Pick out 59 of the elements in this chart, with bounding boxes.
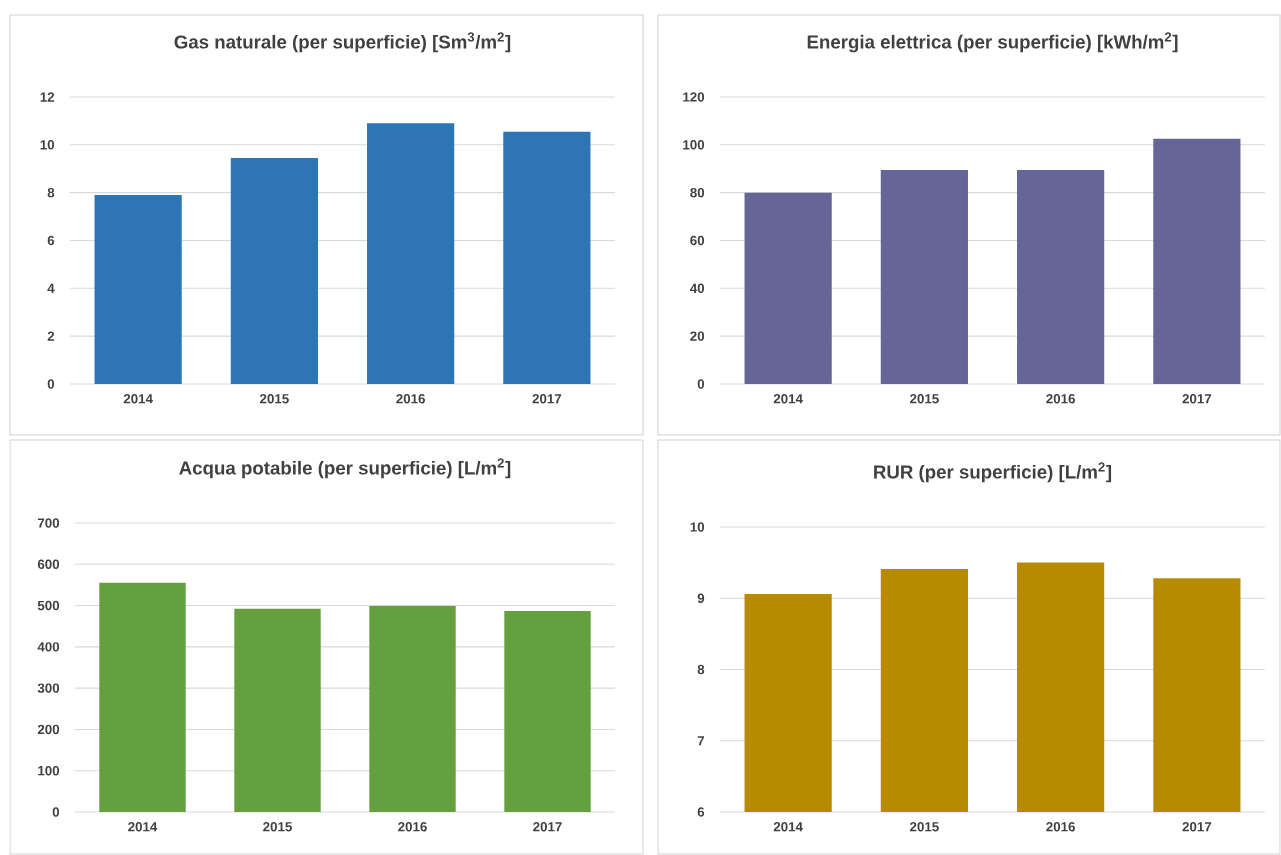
x-tick-label: 2017 [1182, 822, 1212, 832]
y-tick-label: 200 [37, 724, 60, 735]
bar [230, 157, 318, 384]
y-tick-label: 100 [38, 765, 60, 776]
chart-title: Acqua potabile (per superficie) [L/m$^{2}$] [179, 458, 511, 479]
y-tick-label: 120 [683, 92, 705, 102]
chart-title: RUR (per superficie) [L/m$^{2}$] [874, 462, 1112, 483]
x-tick-label: 2015 [910, 394, 939, 404]
x-tick-label: 2014 [128, 822, 158, 832]
y-tick-label: 60 [690, 235, 705, 246]
y-tick-label: 7 [697, 736, 705, 746]
y-tick-label: 8 [47, 187, 55, 198]
y-tick-label: 6 [697, 807, 705, 817]
x-tick-label: 2016 [1046, 394, 1075, 404]
bar [1017, 169, 1105, 384]
bar [744, 192, 832, 384]
bar [234, 608, 321, 812]
bar [369, 605, 456, 812]
y-tick-label: 80 [690, 187, 705, 198]
bar [504, 610, 591, 812]
y-tick-label: 300 [37, 683, 60, 693]
bar [1153, 138, 1241, 384]
y-tick-label: 6 [47, 235, 55, 246]
y-tick-label: 10 [690, 522, 705, 532]
y-tick-label: 100 [683, 140, 705, 150]
x-tick-label: 2016 [1046, 822, 1075, 832]
y-tick-label: 40 [690, 283, 705, 294]
y-tick-label: 4 [47, 283, 55, 293]
y-tick-label: 9 [697, 593, 705, 603]
chart-title: Energia elettrica (per superficie) [kWh/m$^{2}$] [807, 32, 1178, 53]
y-tick-label: 20 [690, 331, 705, 341]
bar [880, 169, 968, 384]
x-tick-label: 2017 [533, 822, 562, 832]
x-tick-label: 2014 [773, 822, 803, 832]
x-tick-label: 2014 [773, 394, 803, 404]
y-tick-label: 10 [40, 140, 55, 150]
y-tick-label: 500 [37, 600, 60, 611]
y-tick-label: 8 [697, 664, 705, 675]
x-tick-label: 2016 [398, 822, 427, 832]
x-tick-label: 2017 [1182, 394, 1212, 404]
x-tick-label: 2014 [123, 394, 153, 404]
y-tick-label: 12 [40, 92, 55, 102]
x-tick-label: 2015 [260, 394, 289, 404]
y-tick-label: 0 [697, 379, 705, 389]
x-tick-label: 2017 [532, 394, 562, 404]
x-tick-label: 2015 [910, 822, 939, 832]
y-tick-label: 700 [37, 518, 60, 528]
y-tick-label: 400 [37, 642, 60, 652]
bar [99, 582, 186, 812]
bar [94, 195, 182, 384]
bar [367, 123, 455, 384]
y-tick-label: 0 [52, 807, 60, 817]
y-tick-label: 2 [47, 331, 55, 341]
bar [503, 131, 591, 384]
x-tick-label: 2015 [263, 822, 292, 832]
y-tick-label: 0 [47, 379, 55, 389]
x-tick-label: 2016 [396, 394, 425, 404]
y-tick-label: 600 [37, 559, 60, 569]
chart-title: Gas naturale (per superficie) [Sm$^{3}$/m$^{2}$] [174, 32, 511, 53]
